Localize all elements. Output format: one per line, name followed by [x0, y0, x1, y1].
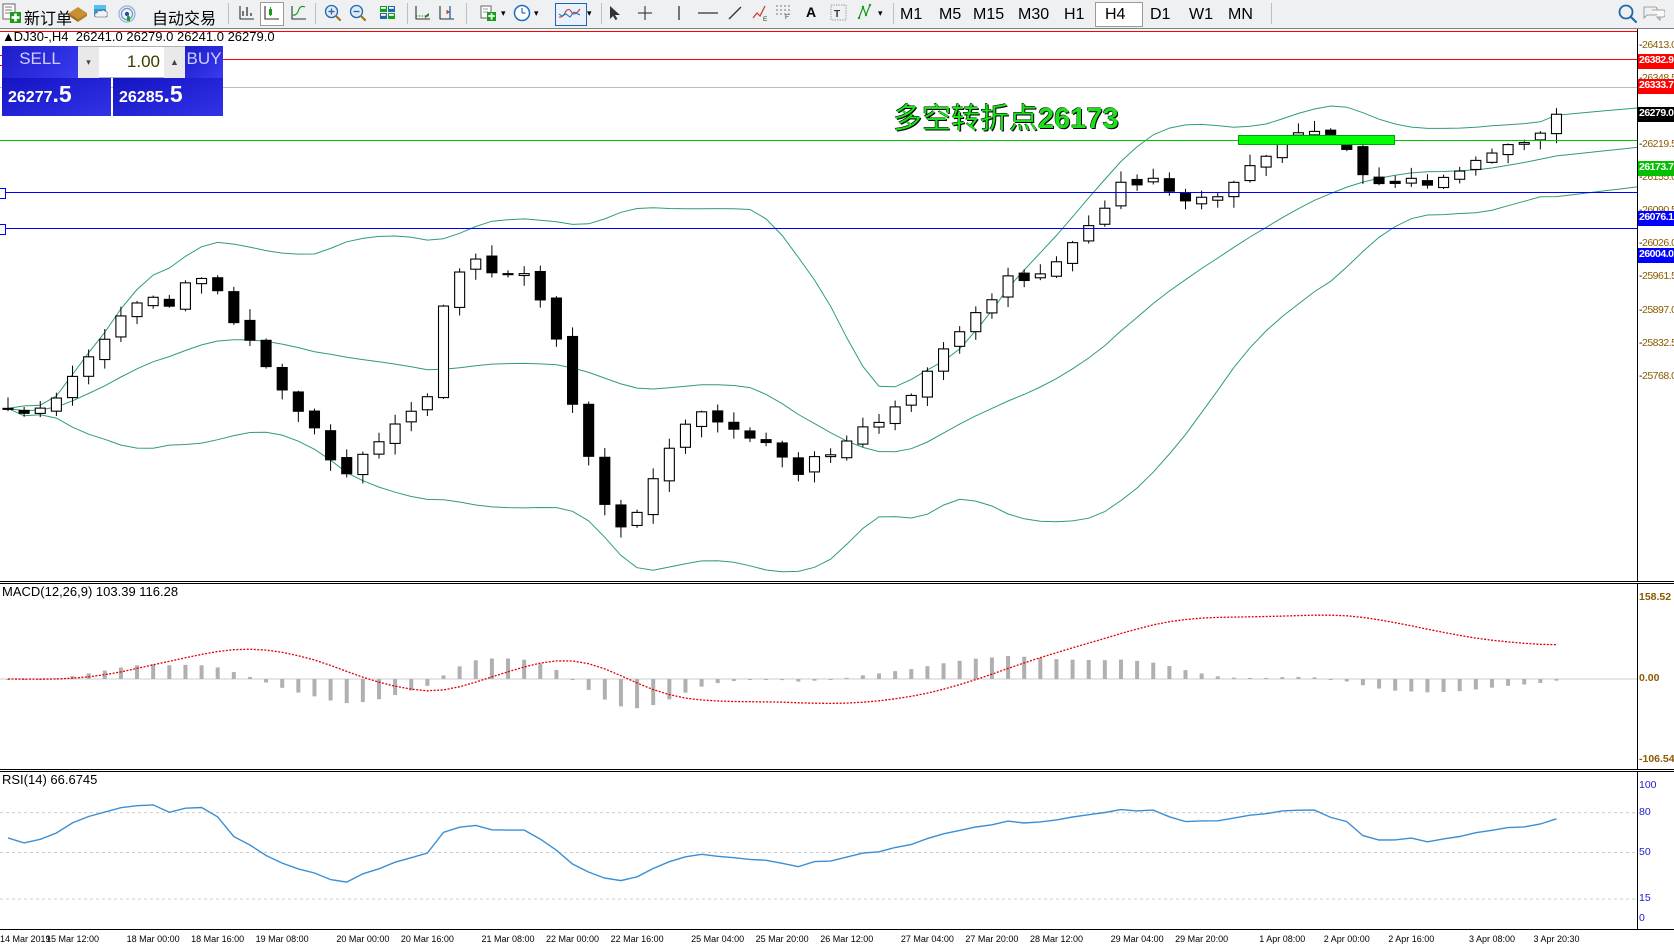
- svg-text:T: T: [834, 9, 840, 20]
- svg-text:E: E: [763, 16, 768, 22]
- svg-text:F: F: [785, 14, 789, 19]
